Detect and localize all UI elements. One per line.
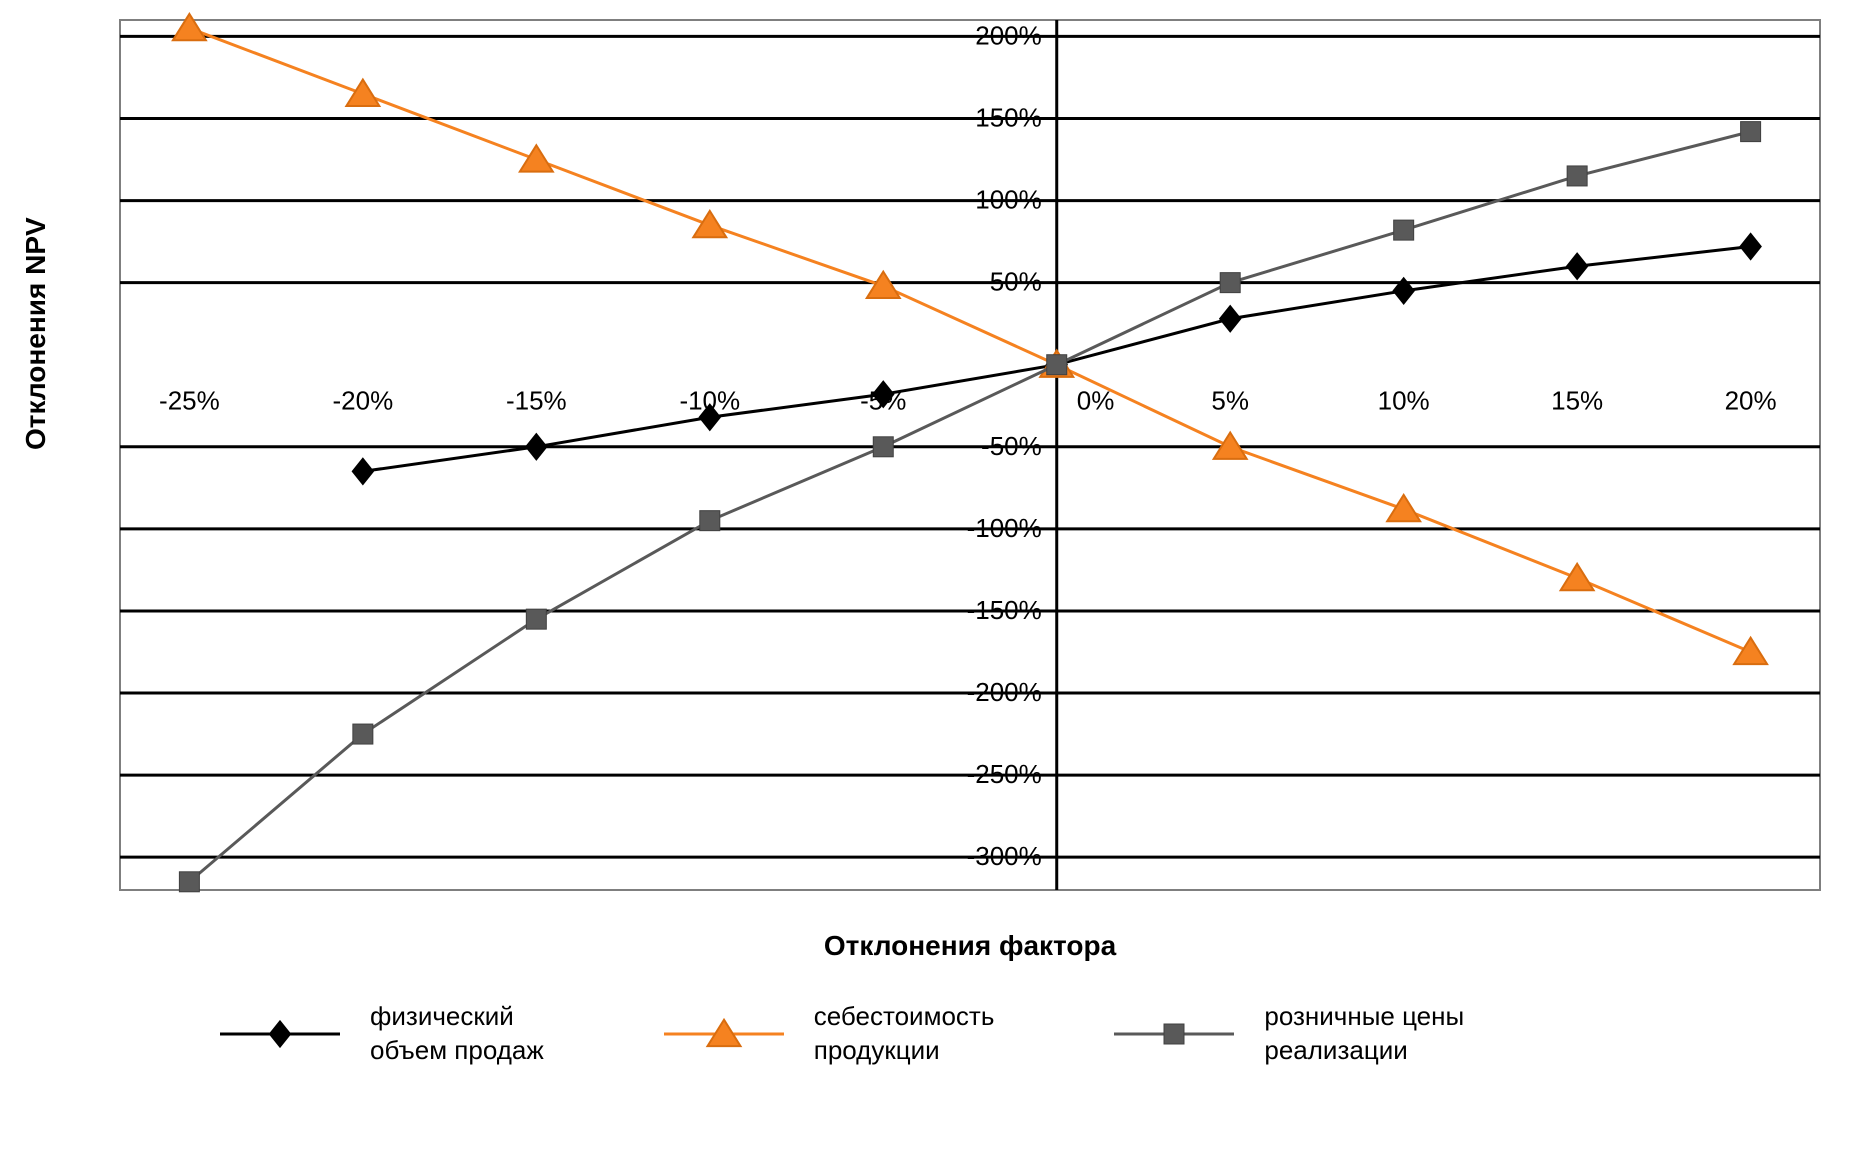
legend-swatch (1114, 1014, 1234, 1054)
y-tick-label: -100% (967, 513, 1042, 543)
chart-plot: -300% -250% -200% -150% -100% -50% 50% 100% 150%… (0, 0, 1876, 970)
y-tick-label: -200% (967, 677, 1042, 707)
x-tick-label: 10% (1378, 386, 1430, 416)
legend-item: физическийобъем продаж (220, 1000, 544, 1068)
y-tick-label: -300% (967, 841, 1042, 871)
y-tick-label: 50% (990, 267, 1042, 297)
y-tick-label: -250% (967, 759, 1042, 789)
y-tick-label: -50% (981, 431, 1042, 461)
x-tick-label: -15% (506, 386, 567, 416)
x-tick-label: 5% (1211, 386, 1249, 416)
x-axis-label: Отклонения фактора (790, 930, 1150, 962)
legend-swatch (664, 1014, 784, 1054)
chart-container: Отклонения NPV -300%-250%-200%-150%-100%… (0, 0, 1876, 1170)
legend-label: себестоимостьпродукции (814, 1000, 995, 1068)
legend-item: себестоимостьпродукции (664, 1000, 995, 1068)
y-tick-label: 200% (975, 20, 1042, 50)
legend: физическийобъем продаж себестоимостьпроду… (220, 1000, 1464, 1068)
x-tick-label: 15% (1551, 386, 1603, 416)
x-tick-label: -20% (333, 386, 394, 416)
y-tick-label: 100% (975, 185, 1042, 215)
legend-swatch (220, 1014, 340, 1054)
y-tick-label: -150% (967, 595, 1042, 625)
x-tick-label: -25% (159, 386, 220, 416)
y-tick-label: 150% (975, 102, 1042, 132)
legend-label: розничные ценыреализации (1264, 1000, 1464, 1068)
x-tick-label: 20% (1725, 386, 1777, 416)
legend-label: физическийобъем продаж (370, 1000, 544, 1068)
legend-item: розничные ценыреализации (1114, 1000, 1464, 1068)
